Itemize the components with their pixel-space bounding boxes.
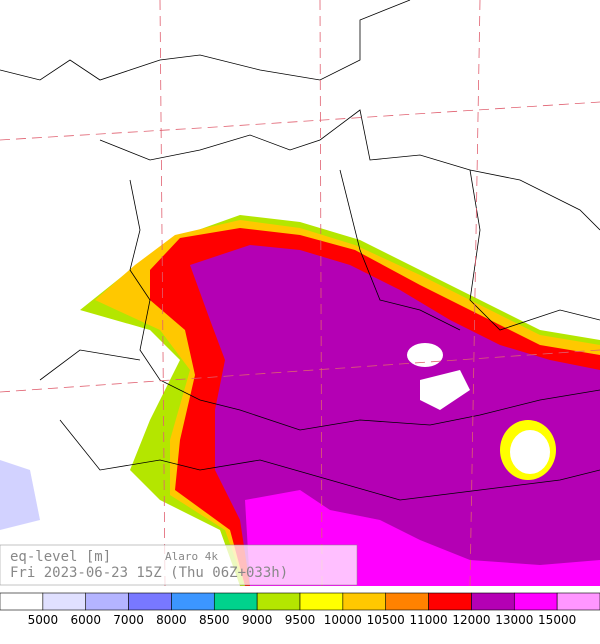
coastline	[0, 0, 411, 81]
border	[39, 349, 600, 501]
graticule-line	[0, 101, 600, 141]
valid-time: Fri 2023-06-23 15Z (Thu 06Z+033h)	[10, 565, 288, 581]
colorbar-label: 7000	[113, 613, 144, 627]
colorbar-label: 13000	[495, 613, 533, 627]
info-box	[0, 544, 358, 586]
borders	[0, 0, 600, 501]
colorbar-label: 6000	[70, 613, 101, 627]
colorbar-box	[85, 592, 129, 611]
colorbar-label: 5000	[28, 613, 59, 627]
colorbar-box	[299, 592, 344, 611]
colorbar: 5000 6000 7000 8000 8500 9000 9500 10000 10500 11…	[0, 592, 600, 627]
graticule-line	[0, 349, 600, 393]
colorbar-box	[171, 592, 215, 611]
colorbar-box	[556, 592, 600, 611]
border	[339, 169, 461, 331]
colorbar-label: 12000	[452, 613, 490, 627]
colorbar-box	[128, 592, 172, 611]
border	[129, 179, 600, 431]
colorbar-box	[0, 592, 44, 611]
graticule	[0, 0, 600, 587]
colorbar-box	[256, 592, 301, 611]
coastline	[99, 109, 600, 231]
field-hole	[510, 430, 550, 474]
colorbar-label: 11000	[409, 613, 447, 627]
field-low	[0, 460, 40, 530]
field-hole	[407, 343, 443, 367]
graticule-line	[319, 0, 323, 587]
colorbar-box	[42, 592, 87, 611]
field-hole	[420, 370, 470, 410]
colorbar-box	[471, 592, 515, 611]
graticule-line	[469, 0, 481, 587]
colorbar-label: 8500	[199, 613, 230, 627]
colorbar-label: 9000	[242, 613, 273, 627]
colorbar-box	[213, 592, 258, 611]
graticule-line	[159, 0, 166, 587]
colorbar-label: 10500	[367, 613, 405, 627]
model-name: Alaro 4k	[165, 550, 218, 563]
border	[469, 169, 600, 331]
colorbar-label: 9500	[285, 613, 316, 627]
field-title: eq-level [m]	[10, 549, 111, 565]
colorbar-box	[428, 592, 472, 611]
colorbar-box	[342, 592, 387, 611]
colorbar-box	[385, 592, 429, 611]
colorbar-label: 8000	[156, 613, 187, 627]
colorbar-label: 10000	[324, 613, 362, 627]
colorbar-box	[513, 592, 558, 611]
colorbar-label: 15000	[538, 613, 576, 627]
